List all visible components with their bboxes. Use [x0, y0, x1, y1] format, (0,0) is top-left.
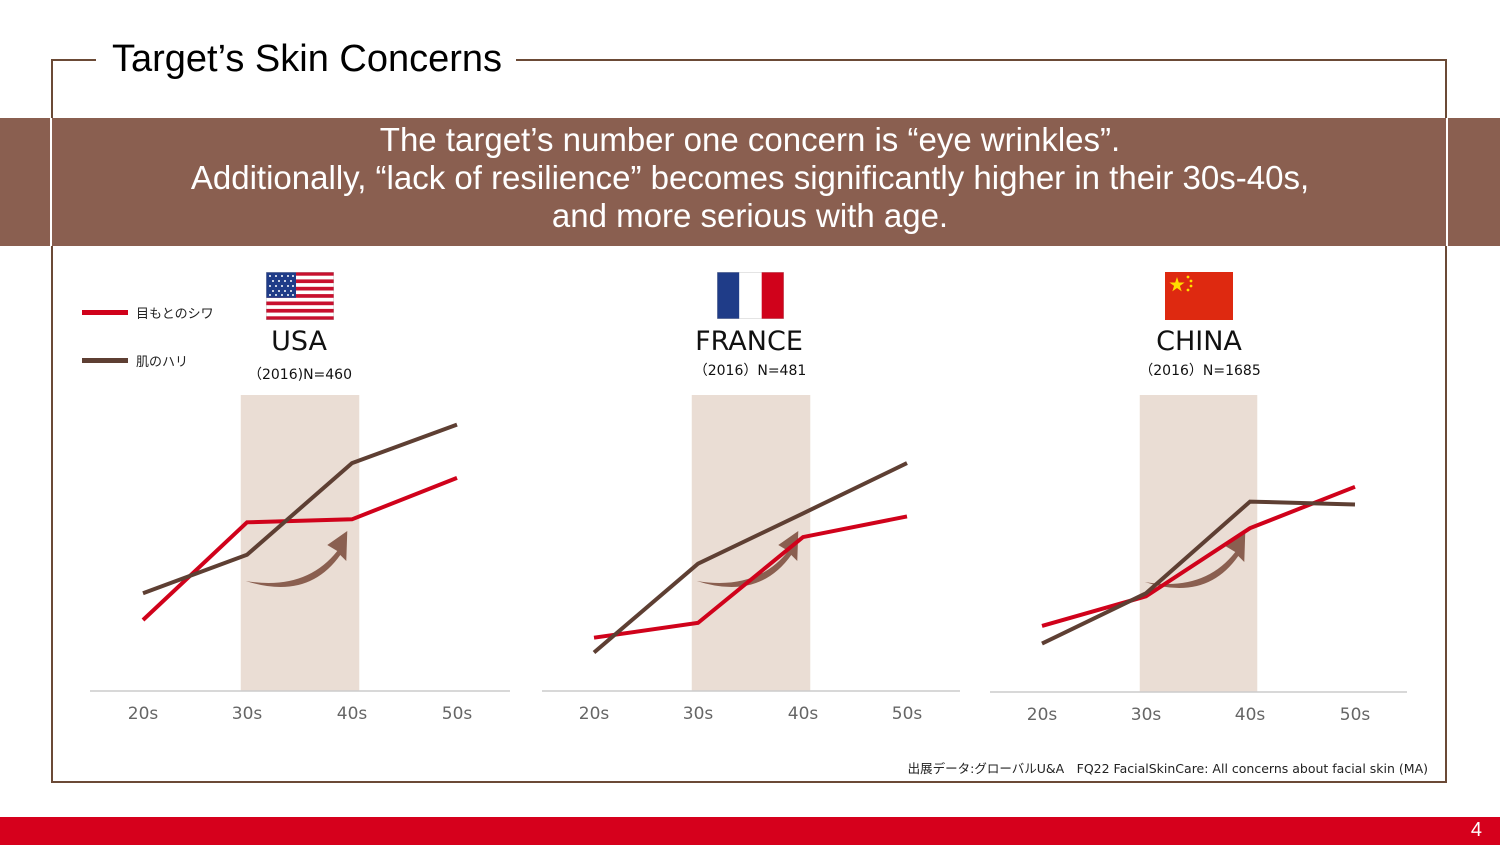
slide-title: Target’s Skin Concerns: [112, 38, 503, 80]
x-tick-label: 20s: [1027, 705, 1058, 725]
country-label-usa: USA: [271, 326, 327, 357]
x-tick-label: 40s: [1235, 705, 1266, 725]
legend-label: 目もとのシワ: [136, 307, 214, 322]
banner-edge-right: [1446, 118, 1448, 246]
headline-banner: [0, 118, 1500, 246]
x-tick-label: 30s: [683, 704, 714, 724]
headline-line: Additionally, “lack of resilience” becom…: [190, 159, 1310, 196]
data-source-note: 出展データ:グローバルU&A FQ22 FacialSkinCare: All …: [907, 761, 1428, 776]
x-tick-label: 40s: [788, 704, 819, 724]
x-tick-label: 40s: [337, 704, 368, 724]
series-line-eye-wrinkles: [141, 476, 458, 622]
x-tick-label: 20s: [579, 704, 610, 724]
sample-size-france: （2016）N=481: [693, 363, 807, 379]
country-label-china: CHINA: [1156, 326, 1242, 357]
usa-flag-icon: [266, 272, 334, 320]
france-flag-icon: [717, 272, 784, 319]
x-tick-label: 30s: [1131, 705, 1162, 725]
legend-swatch: [82, 358, 128, 363]
china-flag-icon: [1165, 272, 1233, 320]
series-line-resilience: [592, 461, 908, 655]
x-tick-label: 50s: [442, 704, 473, 724]
series-line-eye-wrinkles: [1041, 484, 1356, 628]
headline-line: The target’s number one concern is “eye …: [379, 121, 1121, 158]
x-tick-label: 30s: [232, 704, 263, 724]
headline-line: and more serious with age.: [551, 197, 949, 234]
series-line-eye-wrinkles: [593, 514, 908, 640]
x-tick-label: 50s: [892, 704, 923, 724]
series-line-resilience: [1041, 499, 1356, 646]
legend-item-resilience: 肌のハリ: [82, 351, 188, 370]
x-tick-label: 20s: [128, 704, 159, 724]
slide-frame: [51, 59, 1447, 783]
x-tick-label: 50s: [1340, 705, 1371, 725]
page-number: 4: [1470, 819, 1482, 841]
trend-arrow-icon: [696, 531, 799, 588]
country-label-france: FRANCE: [695, 326, 803, 357]
trend-arrow-icon: [245, 531, 348, 588]
headline-text: The target’s number one concern is “eye …: [0, 121, 1500, 235]
sample-size-china: （2016）N=1685: [1139, 363, 1261, 379]
trend-arrow-icon: [1144, 532, 1246, 589]
sample-size-usa: （2016)N=460: [247, 367, 352, 383]
legend-label: 肌のハリ: [136, 355, 189, 370]
title-background: [96, 36, 516, 86]
legend-swatch: [82, 310, 128, 315]
banner-edge-left: [50, 118, 52, 246]
footer-bar: [0, 817, 1500, 845]
series-line-resilience: [142, 422, 458, 596]
legend-item-eye-wrinkles: 目もとのシワ: [82, 303, 214, 322]
